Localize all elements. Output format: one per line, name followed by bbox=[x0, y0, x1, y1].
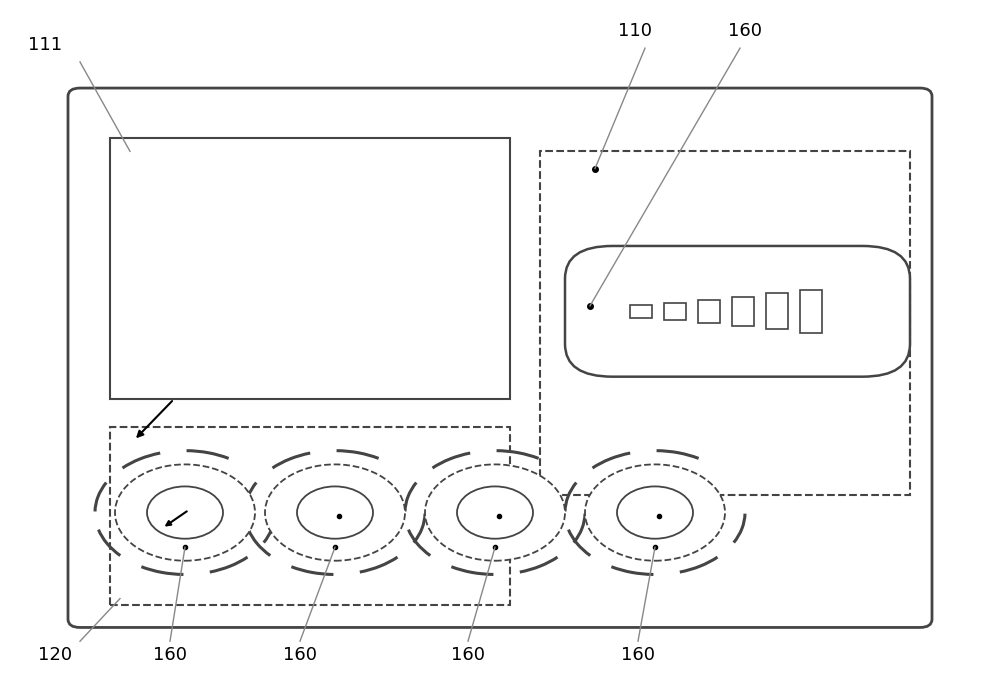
Text: 160: 160 bbox=[153, 646, 187, 664]
Text: 160: 160 bbox=[621, 646, 655, 664]
Bar bbox=[110, 138, 510, 399]
Text: 160: 160 bbox=[451, 646, 485, 664]
Bar bbox=[698, 300, 720, 323]
Bar bbox=[766, 294, 788, 330]
Circle shape bbox=[147, 486, 223, 539]
Bar bbox=[732, 297, 754, 326]
Bar bbox=[800, 290, 822, 333]
FancyBboxPatch shape bbox=[565, 246, 910, 377]
Text: 120: 120 bbox=[38, 646, 72, 664]
Text: 110: 110 bbox=[618, 22, 652, 40]
Text: 160: 160 bbox=[283, 646, 317, 664]
Bar bbox=[540, 151, 910, 495]
Circle shape bbox=[297, 486, 373, 539]
Circle shape bbox=[115, 464, 255, 561]
Circle shape bbox=[425, 464, 565, 561]
Circle shape bbox=[617, 486, 693, 539]
FancyBboxPatch shape bbox=[68, 88, 932, 627]
Circle shape bbox=[265, 464, 405, 561]
Text: 111: 111 bbox=[28, 36, 62, 54]
Bar bbox=[110, 427, 510, 605]
Bar bbox=[630, 305, 652, 318]
Circle shape bbox=[457, 486, 533, 539]
Text: 160: 160 bbox=[728, 22, 762, 40]
Circle shape bbox=[585, 464, 725, 561]
Bar bbox=[664, 303, 686, 320]
